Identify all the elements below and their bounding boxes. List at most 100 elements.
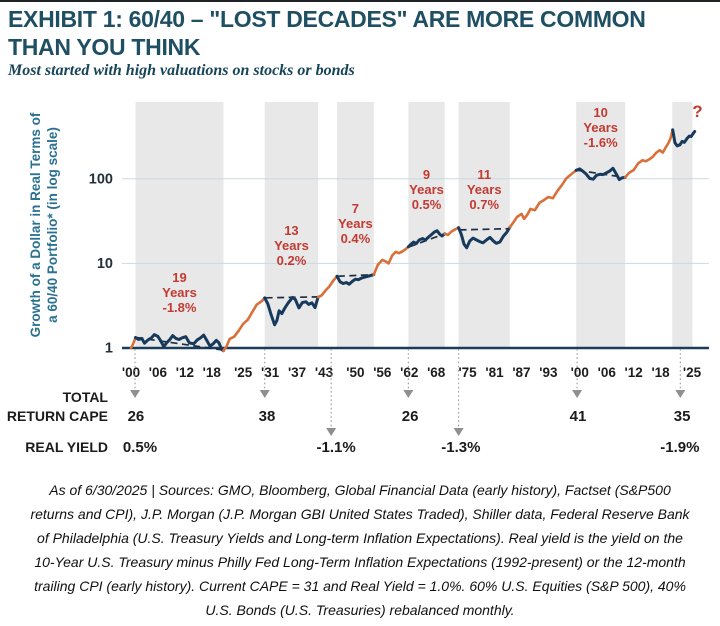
cape-value: 35 (674, 408, 691, 425)
chart-canvas: 19Years-1.8%13Years0.2%7Years0.4%9Years0… (7, 102, 709, 456)
cape-row-label-line1: TOTAL (63, 389, 109, 405)
x-tick-label: '25 (234, 365, 253, 380)
x-tick-label: '18 (651, 365, 670, 380)
portfolio-line-lost-decade (134, 333, 225, 353)
arrow-down-icon (572, 390, 583, 398)
portfolio-line (129, 336, 137, 350)
x-tick-label: '62 (400, 365, 418, 380)
arrow-down-icon (675, 390, 686, 398)
lost-decade-annotation: Years (467, 182, 502, 197)
arrow-down-icon (259, 390, 270, 398)
x-tick-label: '12 (176, 365, 194, 380)
lost-decade-band (576, 102, 626, 348)
lost-decade-band (408, 102, 445, 348)
cape-value: 26 (128, 408, 145, 425)
lost-decade-annotation: Years (274, 238, 309, 253)
cape-value: 41 (570, 408, 587, 425)
lost-decade-annotation: 0.4% (341, 231, 371, 246)
portfolio-line (372, 245, 410, 276)
lost-decade-annotation: Years (338, 216, 373, 231)
lost-decade-annotation: 0.7% (469, 197, 499, 212)
lost-decade-band (135, 102, 224, 348)
lost-decade-annotation: Years (162, 285, 197, 300)
x-tick-label: '75 (458, 365, 477, 380)
exhibit-title: EXHIBIT 1: 60/40 – "LOST DECADES" ARE MO… (8, 5, 646, 61)
exhibit-subtitle: Most started with high valuations on sto… (8, 62, 355, 79)
portfolio-line (508, 169, 578, 229)
real-yield-value: 0.5% (123, 439, 157, 456)
lost-decade-band (458, 102, 510, 348)
x-tick-label: '18 (203, 365, 222, 380)
x-tick-label: '00 (122, 365, 140, 380)
portfolio-line (316, 274, 339, 299)
x-tick-label: '06 (149, 365, 168, 380)
x-tick-label: '37 (288, 365, 306, 380)
lost-decade-annotation: 13 (284, 223, 298, 238)
footnote-line: returns and CPI), J.P. Morgan (J.P. Morg… (30, 506, 690, 522)
portfolio-line-lost-decade (263, 295, 320, 327)
lost-decade-annotation: Years (409, 182, 444, 197)
top-border (0, 0, 720, 2)
lost-decade-band (264, 102, 319, 348)
arrow-down-icon (403, 390, 414, 398)
footnote-line: U.S. Bonds (U.S. Treasuries) rebalanced … (205, 602, 515, 618)
portfolio-line (222, 296, 267, 353)
portfolio-line-lost-decade (671, 128, 697, 148)
lost-decade-annotation: 10 (593, 105, 607, 120)
x-tick-label: '93 (539, 365, 558, 380)
footnote-line: trailing CPI (early history). Current CA… (34, 578, 686, 594)
portfolio-line-lost-decade (335, 273, 376, 286)
footnote: As of 6/30/2025 | Sources: GMO, Bloomber… (0, 478, 720, 622)
x-tick-label: '56 (373, 365, 392, 380)
real-yield-row-label: REAL YIELD (25, 439, 108, 455)
portfolio-line-lost-decade (406, 229, 447, 249)
exhibit-title-line2: THAN YOU THINK (8, 34, 201, 60)
arrow-down-icon (326, 428, 337, 436)
x-tick-label: '31 (261, 365, 280, 380)
portfolio-line (443, 226, 460, 237)
y-tick-label: 1 (105, 341, 113, 357)
lost-decade-band (336, 102, 374, 348)
footnote-line: of Philadelphia (U.S. Treasury Yields an… (37, 530, 683, 546)
x-tick-label: '25 (683, 365, 702, 380)
lost-decade-annotation: 11 (477, 167, 491, 182)
y-tick-label: 10 (97, 256, 113, 272)
lost-decade-annotation: -1.6% (584, 135, 618, 150)
portfolio-line-lost-decade (457, 225, 512, 250)
lost-decade-annotation: -1.8% (162, 300, 196, 315)
x-tick-label: '81 (485, 365, 504, 380)
real-yield-value: -1.1% (317, 439, 356, 456)
lost-decade-annotation: Years (583, 120, 618, 135)
portfolio-line-lost-decade (574, 166, 627, 181)
x-tick-label: '00 (571, 365, 589, 380)
lost-decade-annotation: 9 (423, 167, 430, 182)
lost-decade-annotation: ? (692, 102, 702, 121)
lost-decade-annotation: 0.2% (277, 253, 307, 268)
cape-row-label-line2: RETURN CAPE (7, 408, 108, 424)
x-tick-label: '06 (598, 365, 617, 380)
lost-decade-annotation: 7 (352, 201, 359, 216)
y-axis-title-line1: Growth of a Dollar in Real Terms of (28, 112, 43, 337)
x-tick-label: '68 (427, 365, 446, 380)
cape-value: 38 (259, 408, 276, 425)
x-tick-label: '87 (512, 365, 530, 380)
portfolio-line (623, 128, 675, 179)
lost-decade-dash-line (459, 227, 509, 231)
y-axis-title-line2: a 60/40 Portfolio* (in log scale) (45, 127, 60, 323)
lost-decade-annotation: 19 (172, 270, 186, 285)
x-tick-label: '43 (315, 365, 334, 380)
exhibit-title-line1: EXHIBIT 1: 60/40 – "LOST DECADES" ARE MO… (8, 6, 646, 32)
cape-value: 26 (402, 408, 419, 425)
y-tick-label: 100 (89, 171, 113, 187)
footnote-line: As of 6/30/2025 | Sources: GMO, Bloomber… (49, 482, 671, 498)
x-tick-label: '12 (625, 365, 643, 380)
x-tick-label: '50 (346, 365, 364, 380)
lost-decade-annotation: 0.5% (412, 197, 442, 212)
lost-decade-band (672, 102, 693, 348)
arrow-down-icon (453, 428, 464, 436)
arrow-down-icon (130, 390, 141, 398)
footnote-line: 10-Year U.S. Treasury minus Philly Fed L… (34, 554, 686, 570)
real-yield-value: -1.9% (660, 439, 699, 456)
real-yield-value: -1.3% (441, 439, 480, 456)
